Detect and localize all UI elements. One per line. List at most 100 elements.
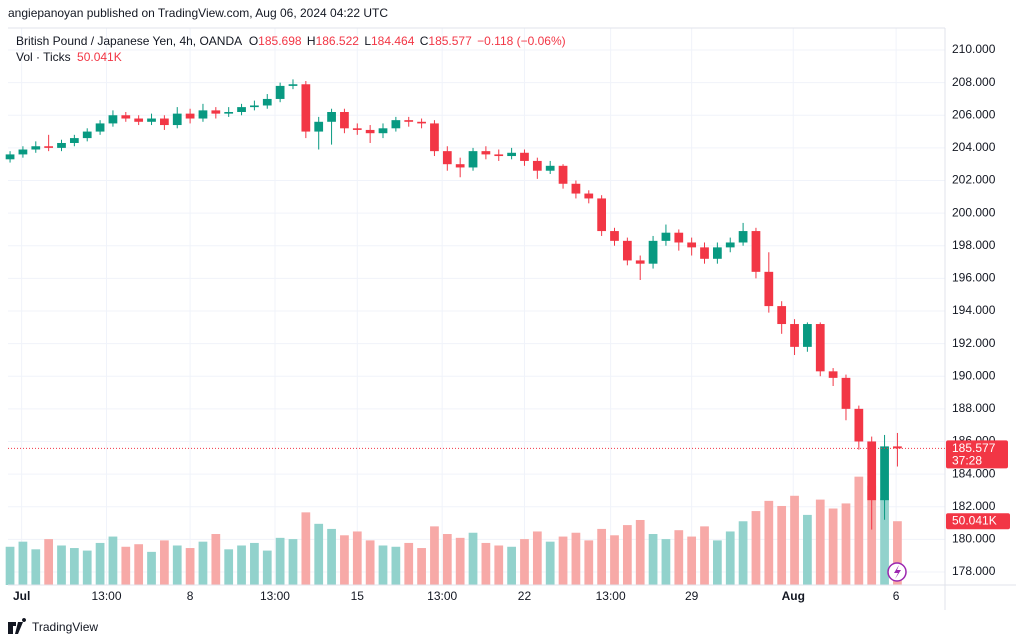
volume-bar: [237, 545, 246, 585]
volume-bar: [507, 546, 516, 585]
candle-body: [314, 121, 324, 132]
open-value: 185.698: [258, 34, 302, 48]
volume-tag-value: 50.041K: [952, 513, 997, 527]
volume-bar: [622, 525, 632, 585]
volume-bar: [352, 531, 362, 585]
volume-bar: [803, 514, 812, 585]
volume-bar: [635, 519, 645, 585]
candle-body: [365, 129, 375, 134]
candle-body: [571, 183, 581, 194]
candle-body: [815, 324, 825, 372]
candle-body: [893, 446, 902, 449]
candle-body: [44, 146, 54, 148]
volume-bar: [5, 546, 15, 585]
volume-bar: [571, 532, 581, 585]
volume-bar: [211, 534, 221, 585]
price-tag-value: 185.577: [952, 441, 996, 455]
volume-bar: [777, 505, 787, 585]
candle-body: [764, 271, 774, 307]
volume-title: Vol · Ticks: [16, 50, 71, 64]
volume-bar: [713, 540, 722, 585]
volume-bar: [468, 532, 478, 585]
ohlc-label: L: [364, 34, 371, 48]
volume-bar: [854, 476, 864, 585]
high-value: 186.522: [316, 34, 360, 48]
candle-body: [147, 118, 156, 122]
x-tick-label: 6: [893, 589, 900, 603]
candle-body: [352, 128, 362, 130]
candle-body: [841, 377, 851, 409]
volume-value: 50.041K: [77, 50, 122, 64]
volume-bar: [867, 485, 877, 585]
candle-body: [224, 111, 234, 114]
volume-bar: [250, 542, 259, 585]
candle-body: [340, 111, 349, 129]
y-tick-label: 208.000: [952, 75, 996, 89]
publish-info: angiepanoyan published on TradingView.co…: [8, 6, 388, 20]
candle-body: [108, 115, 118, 124]
candle-body: [69, 138, 79, 143]
x-tick-label: 13:00: [596, 589, 626, 603]
candle-body: [95, 123, 105, 132]
volume-bar: [648, 534, 658, 585]
low-value: 184.464: [371, 34, 415, 48]
volume-bar: [584, 540, 594, 585]
candle-body: [584, 193, 594, 199]
volume-bar: [661, 539, 671, 585]
candle-body: [597, 198, 607, 232]
close-value: 185.577: [428, 34, 472, 48]
candle-body: [738, 231, 748, 243]
candle-body: [494, 154, 504, 157]
candle-body: [288, 84, 298, 86]
candle-body: [160, 118, 169, 126]
candle-body: [725, 242, 735, 248]
y-tick-label: 202.000: [952, 173, 996, 187]
volume-bar: [262, 550, 272, 585]
volume-bar: [160, 540, 169, 585]
candle-body: [687, 242, 697, 248]
candle-body: [545, 165, 555, 171]
candle-body: [378, 128, 388, 134]
y-tick-label: 192.000: [952, 336, 996, 350]
x-tick-label: 13:00: [260, 589, 290, 603]
y-tick-label: 194.000: [952, 303, 996, 317]
tradingview-logo: TradingView: [8, 618, 98, 634]
ohlc-label: O: [249, 34, 258, 48]
candle-body: [198, 110, 208, 119]
volume-bar: [790, 495, 799, 585]
candle-body: [777, 306, 787, 325]
x-tick-label: 22: [518, 589, 532, 603]
x-tick-label: 8: [187, 589, 194, 603]
volume-bar: [841, 503, 851, 585]
volume-bar: [520, 539, 529, 585]
candle-body: [301, 84, 311, 132]
volume-bar: [340, 535, 349, 585]
volume-bar: [494, 545, 504, 585]
volume-bar: [134, 544, 144, 585]
price-tag-countdown: 37:28: [952, 454, 982, 468]
candle-body: [880, 446, 889, 501]
change: −0.118 (−0.06%): [477, 34, 566, 48]
volume-bar: [751, 511, 761, 585]
volume-bar: [18, 541, 28, 585]
candle-body: [635, 260, 645, 264]
grid: [8, 28, 945, 585]
volume-bar: [725, 531, 735, 585]
candle-body: [5, 154, 15, 160]
candle-body: [803, 324, 812, 347]
candle-body: [404, 120, 414, 122]
volume-bar: [288, 539, 298, 585]
y-tick-label: 182.000: [952, 499, 996, 513]
candle-body: [18, 149, 28, 155]
candle-body: [275, 85, 285, 99]
volume-bar: [301, 512, 311, 585]
candle-body: [661, 232, 671, 241]
candle-body: [520, 152, 529, 161]
volume-bar: [57, 545, 66, 585]
candle-body: [57, 142, 66, 148]
volume-bar: [365, 540, 375, 585]
candle-body: [172, 113, 182, 126]
volume-bar: [121, 546, 131, 585]
candle-body: [558, 165, 568, 184]
